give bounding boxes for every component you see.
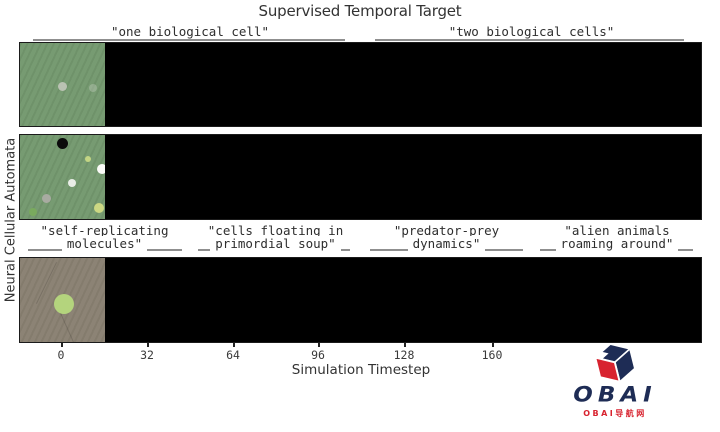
cell-blob	[57, 138, 68, 149]
figure-title: Supervised Temporal Target	[258, 2, 462, 20]
cell-blob	[97, 164, 105, 174]
simulation-strip-row-2	[19, 134, 702, 220]
frame-thumbnail-row3-t0	[20, 258, 105, 342]
x-tick-mark	[492, 343, 494, 347]
x-tick-label: 0	[57, 348, 65, 362]
caption-text: "one biological cell"	[105, 24, 275, 39]
x-tick-label: 128	[393, 348, 415, 362]
frame-thumbnail-row1-t0	[20, 43, 105, 126]
logo-wordmark: OBAI	[573, 383, 657, 407]
cell-blob	[89, 84, 97, 92]
caption-text-line2: dynamics"	[407, 236, 486, 251]
caption-two-biological-cells: "two biological cells"	[361, 24, 702, 42]
caption-rule	[375, 39, 684, 41]
x-tick-mark	[318, 343, 320, 347]
cell-blob	[54, 294, 74, 314]
x-tick-label: 32	[140, 348, 154, 362]
cell-blob	[42, 194, 51, 203]
frame-thumbnail-row2-t0	[20, 135, 105, 219]
caption-text-line2: molecules"	[61, 236, 148, 251]
x-tick-mark	[147, 343, 149, 347]
obai-logo: OBAI OBAI导航网	[555, 342, 675, 426]
x-tick-label: 160	[481, 348, 503, 362]
x-tick-label: 64	[226, 348, 240, 362]
cell-blob	[85, 156, 91, 162]
frame-texture	[20, 135, 105, 219]
cube-icon	[593, 343, 636, 384]
caption-text-line2: roaming around"	[555, 236, 679, 251]
simulation-strip-row-1	[19, 42, 702, 127]
x-tick-label: 96	[311, 348, 325, 362]
x-tick-mark	[404, 343, 406, 347]
caption-self-replicating-molecules: "self-replicating molecules"	[19, 223, 190, 252]
caption-alien-animals-roaming-around: "alien animals roaming around"	[532, 223, 702, 252]
cell-blob	[68, 179, 76, 187]
cell-blob	[58, 82, 67, 91]
caption-predator-prey-dynamics: "predator-prey dynamics"	[361, 223, 532, 252]
cell-blob	[94, 203, 104, 213]
caption-text-line1: "alien animals	[559, 223, 675, 238]
caption-rule	[33, 39, 345, 41]
x-tick-mark	[61, 343, 63, 347]
simulation-strip-row-3	[19, 257, 702, 343]
caption-text-line1: "self-replicating	[35, 223, 174, 238]
caption-text: "two biological cells"	[443, 24, 620, 39]
caption-cells-floating-in-primordial-soup: "cells floating in primordial soup"	[190, 223, 361, 252]
caption-one-biological-cell: "one biological cell"	[19, 24, 361, 42]
cell-blob	[29, 208, 37, 216]
x-tick-mark	[233, 343, 235, 347]
caption-text-line1: "predator-prey	[388, 223, 505, 238]
x-axis-label: Simulation Timestep	[291, 362, 431, 378]
logo-subtitle: OBAI导航网	[583, 409, 647, 418]
caption-text-line2: primordial soup"	[210, 236, 341, 251]
caption-text-line1: "cells floating in	[202, 223, 349, 238]
